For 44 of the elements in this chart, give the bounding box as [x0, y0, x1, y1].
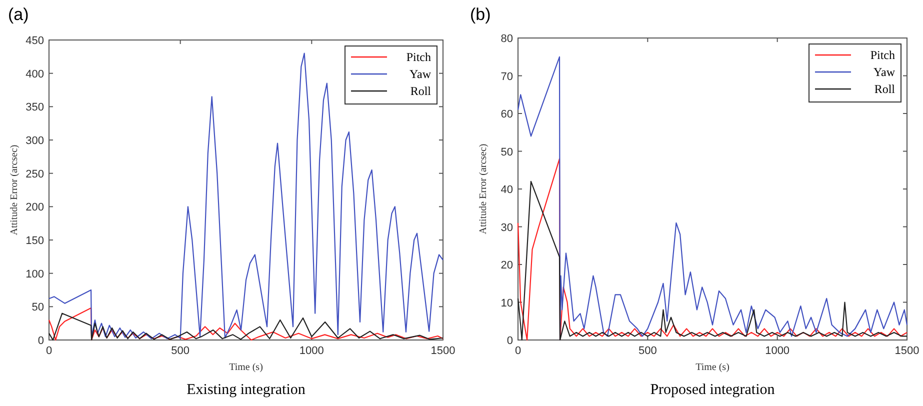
y-tick-label: 0	[506, 335, 513, 347]
y-tick-label: 20	[500, 260, 513, 272]
y-tick-label: 40	[500, 184, 513, 196]
line-series	[48, 307, 444, 341]
x-axis-title: Time (s)	[696, 362, 730, 373]
chart-title: (b)	[470, 5, 491, 24]
y-tick-label: 450	[26, 35, 44, 47]
y-tick-label: 50	[500, 146, 513, 158]
x-tick-label: 0	[46, 345, 52, 357]
x-tick-label: 1500	[430, 345, 456, 357]
legend-label: Pitch	[406, 50, 431, 64]
x-tick-label: 500	[638, 345, 657, 357]
y-tick-label: 30	[500, 222, 513, 234]
y-tick-label: 10	[500, 297, 513, 310]
y-tick-label: 80	[500, 33, 513, 45]
legend-label: Yaw	[410, 67, 432, 81]
y-tick-label: 150	[26, 235, 44, 247]
x-tick-label: 1000	[299, 345, 324, 357]
x-tick-label: 1000	[765, 345, 790, 357]
x-tick-label: 0	[514, 345, 522, 357]
line-series	[48, 52, 444, 340]
y-axis-title: Attitude Error (arcsec)	[9, 144, 20, 236]
legend-label: Yaw	[874, 65, 896, 79]
line-series	[48, 312, 444, 341]
y-axis-title: Attitude Error (arcsec)	[478, 144, 489, 234]
y-tick-label: 100	[26, 268, 44, 280]
y-tick-label: 250	[26, 168, 44, 180]
x-tick-label: 1500	[894, 345, 920, 357]
y-tick-label: 0	[38, 335, 44, 347]
y-tick-label: 400	[26, 68, 44, 80]
chart-title: (a)	[8, 5, 29, 24]
legend-label: Roll	[874, 82, 896, 96]
text: Proposed integration	[650, 382, 776, 398]
text: Existing integration	[186, 382, 306, 398]
x-axis-title: Time (s)	[229, 362, 263, 373]
y-tick-label: 50	[32, 302, 44, 314]
y-tick-label: 60	[500, 108, 513, 120]
legend-label: Pitch	[870, 48, 895, 62]
legend-label: Roll	[410, 84, 432, 98]
y-tick-label: 70	[500, 70, 513, 83]
y-tick-label: 350	[26, 102, 44, 114]
y-tick-label: 300	[26, 135, 44, 147]
x-tick-label: 500	[171, 345, 190, 357]
y-tick-label: 200	[26, 202, 44, 214]
